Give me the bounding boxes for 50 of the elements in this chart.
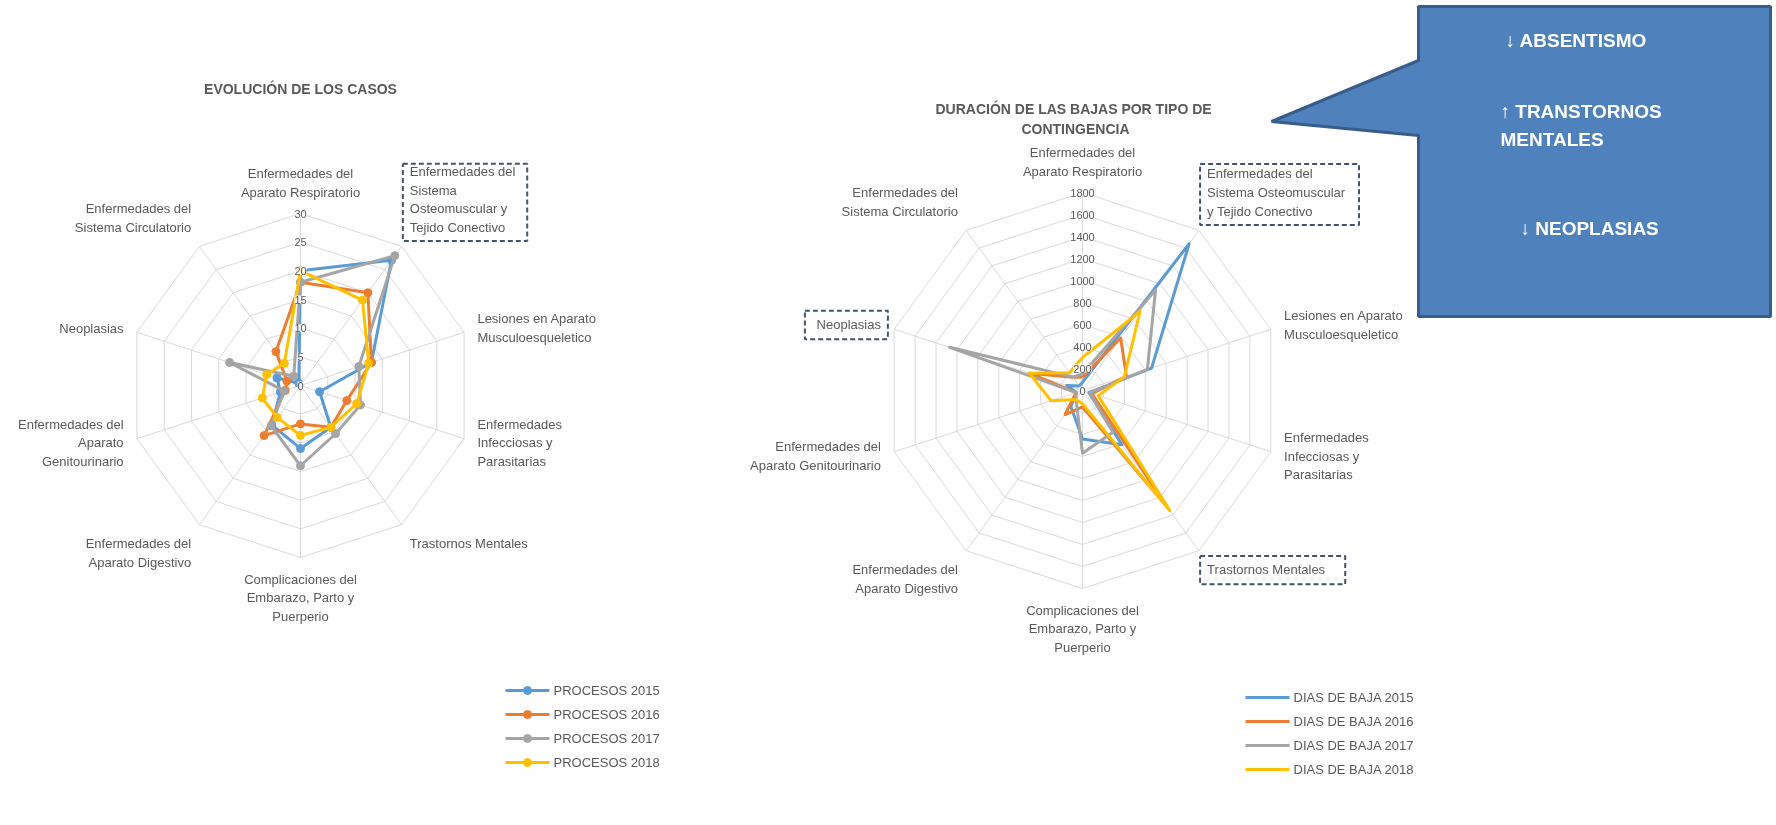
y-tick-label: 200 (1073, 362, 1092, 375)
y-tick-label: 1000 (1070, 274, 1095, 287)
spoke-label: Trastornos Mentales (409, 535, 529, 551)
spoke-label: Enfermedades del Aparato Respiratorio (240, 165, 361, 200)
y-tick-label: 1800 (1070, 186, 1095, 199)
y-tick-label: 30 (294, 207, 307, 220)
y-tick-label: 1200 (1070, 252, 1095, 265)
legend-label: PROCESOS 2018 (553, 755, 660, 770)
y-tick-label: 1600 (1070, 208, 1095, 221)
text: ↓ NEOPLASIAS (1520, 218, 1659, 239)
spoke-label: Enfermedades del Sistema Circulatorio (74, 201, 192, 236)
spoke-label: Neoplasias (59, 320, 125, 336)
spoke-label: Enfermedades del Aparato Genitourinario (18, 416, 124, 470)
y-tick-label: 10 (294, 322, 307, 335)
spoke-label: Trastornos Mentales (1207, 562, 1326, 578)
spoke-label: Enfermedades del Aparato Respiratorio (1022, 144, 1143, 179)
spoke-label: Enfermedades Infecciosas y Parasitarias (477, 416, 563, 470)
spoke-label: Enfermedades del Sistema Circulatorio (841, 185, 958, 219)
y-tick-label: 1400 (1070, 230, 1095, 243)
legend-label: DIAS DE BAJA 2016 (1293, 714, 1414, 729)
spoke-label: Neoplasias (816, 317, 882, 333)
y-tick-label: 0 (297, 379, 304, 392)
text: ↓ ABSENTISMO (1505, 30, 1647, 51)
text: ↑ TRANSTORNOS MENTALES (1500, 101, 1662, 150)
y-tick-label: 800 (1073, 296, 1092, 309)
spoke-label: Lesiones en Aparato Musculoesqueletico (1284, 308, 1403, 342)
y-tick-label: 600 (1073, 318, 1092, 331)
legend-label: DIAS DE BAJA 2017 (1293, 738, 1414, 753)
chart-title: DURACIÓN DE LAS BAJAS POR TIPO DE CONTINGENCIA (935, 99, 1212, 138)
spoke-label: Lesiones en Aparato Musculoesqueletico (477, 311, 596, 345)
y-tick-label: 15 (294, 293, 307, 306)
legend-label: DIAS DE BAJA 2015 (1293, 690, 1414, 705)
spoke-label: Enfermedades del Aparato Digestivo (85, 535, 192, 570)
chart-title: EVOLUCIÓN DE LOS CASOS (204, 79, 397, 97)
spoke-label: Enfermedades del Aparato Digestivo (852, 562, 958, 596)
y-tick-label: 400 (1073, 340, 1092, 353)
y-tick-label: 20 (294, 264, 307, 277)
spoke-label: Enfermedades del Sistema Osteomuscular y Tejido Conectivo (409, 163, 516, 236)
y-tick-label: 5 (297, 350, 304, 363)
legend-label: DIAS DE BAJA 2018 (1293, 762, 1414, 777)
spoke-label: Enfermedades del Aparato Genitourinario (750, 439, 881, 473)
legend-label: PROCESOS 2017 (553, 731, 660, 746)
y-tick-label: 0 (1079, 384, 1086, 397)
legend-label: PROCESOS 2015 (553, 683, 660, 698)
legend-label: PROCESOS 2016 (553, 707, 660, 722)
spoke-label: Enfermedades Infecciosas y Parasitarias (1284, 429, 1370, 483)
spoke-label: Enfermedades del Sistema Osteomuscular y Tejido Conectivo (1207, 166, 1346, 219)
y-tick-label: 25 (294, 236, 307, 249)
spoke-label: Complicaciones del Embarazo, Parto y Puerperio (1026, 602, 1139, 655)
spoke-label: Complicaciones del Embarazo, Parto y Puerperio (244, 571, 357, 624)
